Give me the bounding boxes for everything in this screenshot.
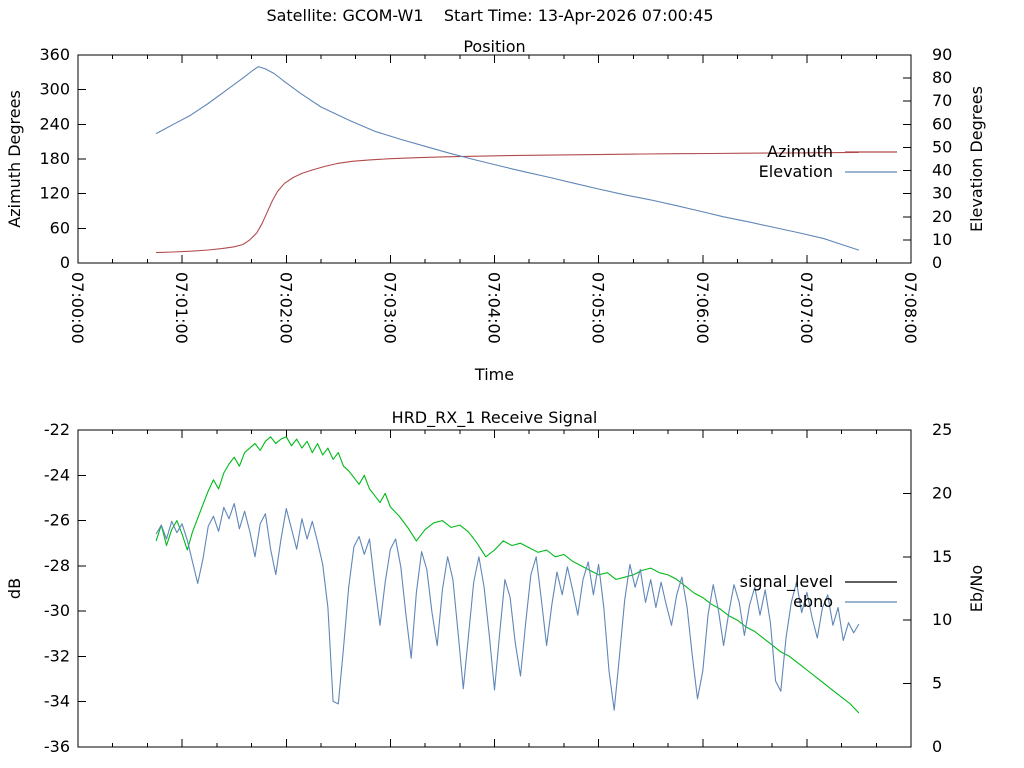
right-tick-label: 0	[932, 253, 942, 272]
left-tick-label: 180	[39, 149, 70, 168]
x-tick-label: 07:03:00	[380, 272, 399, 344]
right-tick-label: 20	[932, 207, 952, 226]
series-azimuth	[156, 151, 859, 254]
right-tick-label: 15	[932, 547, 952, 566]
right-tick-label: 30	[932, 184, 952, 203]
right-axis-label: Elevation Degrees	[967, 86, 986, 232]
left-tick-label: -22	[44, 420, 70, 439]
x-tick-label: 07:06:00	[693, 272, 712, 344]
series-signal_level	[155, 436, 860, 714]
left-axis-label: Azimuth Degrees	[5, 90, 24, 228]
left-tick-label: -28	[44, 556, 70, 575]
legend-label-signal_level: signal_level	[740, 572, 833, 592]
left-tick-label: 0	[60, 253, 70, 272]
left-tick-label: 300	[39, 80, 70, 99]
right-tick-label: 5	[932, 674, 942, 693]
receive-signal-chart: -36 -34 -32 -30 -28 -26 -24 -22 0 5 10 15 20 25 signal…	[5, 408, 986, 756]
left-axis-label: dB	[5, 578, 24, 599]
right-tick-label: 20	[932, 483, 952, 502]
x-tick-label: 07:04:00	[485, 272, 504, 344]
right-tick-label: 60	[932, 114, 952, 133]
left-tick-label: -30	[44, 601, 70, 620]
legend-label-Elevation: Elevation	[759, 162, 833, 181]
right-tick-label: 0	[932, 737, 942, 756]
left-tick-label: 60	[50, 218, 70, 237]
x-axis-label: Time	[474, 365, 514, 384]
chart-title: Position	[463, 37, 525, 56]
legend-label-ebno: ebno	[793, 592, 833, 611]
left-tick-label: -24	[44, 465, 70, 484]
right-tick-label: 70	[932, 91, 952, 110]
right-tick-label: 80	[932, 68, 952, 87]
left-tick-label: -34	[44, 692, 70, 711]
x-tick-label: 07:00:00	[68, 272, 87, 344]
page-title: Satellite: GCOM-W1 Start Time: 13-Apr-20…	[266, 6, 714, 25]
x-tick-label: 07:02:00	[276, 272, 295, 344]
x-tick-label: 07:05:00	[589, 272, 608, 344]
left-tick-label: 120	[39, 184, 70, 203]
position-chart: 07:00:00 07:01:00 07:02:00 07:03:00 07:04:00…	[5, 37, 986, 384]
right-tick-label: 50	[932, 137, 952, 156]
series-elevation	[155, 66, 860, 251]
right-tick-label: 25	[932, 420, 952, 439]
x-tick-label: 07:07:00	[797, 272, 816, 344]
right-axis-label: Eb/No	[967, 565, 986, 612]
legend-label-Azimuth: Azimuth	[767, 142, 833, 161]
right-tick-label: 40	[932, 161, 952, 180]
x-tick-label: 07:01:00	[172, 272, 191, 344]
chart-title: HRD_RX_1 Receive Signal	[392, 408, 598, 428]
right-tick-label: 90	[932, 45, 952, 64]
right-tick-label: 10	[932, 610, 952, 629]
left-tick-label: 240	[39, 114, 70, 133]
left-tick-label: -26	[44, 511, 70, 530]
left-tick-label: 360	[39, 45, 70, 64]
series-ebno	[155, 502, 860, 711]
right-tick-label: 10	[932, 230, 952, 249]
x-tick-label: 07:08:00	[901, 272, 920, 344]
left-tick-label: -32	[44, 646, 70, 665]
left-tick-label: -36	[44, 737, 70, 756]
